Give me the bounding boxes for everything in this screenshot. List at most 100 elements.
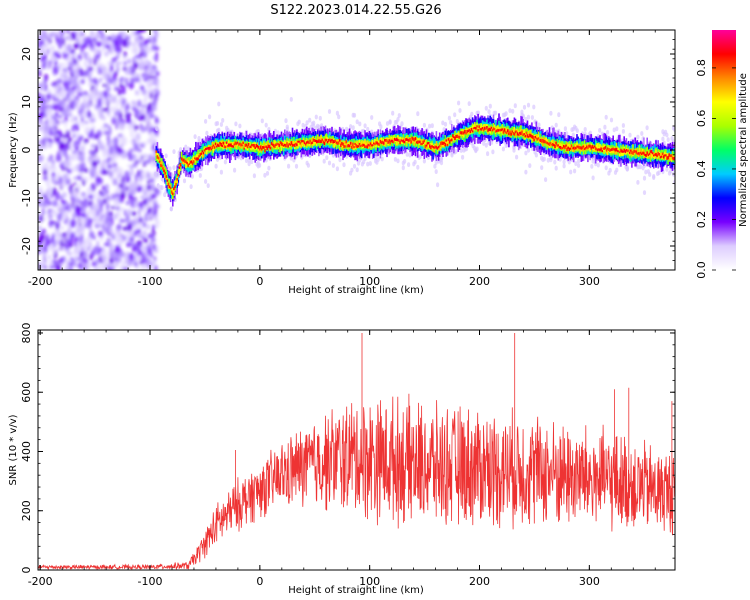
spectrogram-noise-blob xyxy=(121,105,124,109)
spectrogram-noise-blob xyxy=(69,142,73,149)
spectrogram-ridge-halo xyxy=(164,153,168,159)
spectrogram-noise-blob xyxy=(154,188,161,196)
spectrogram-ridge-halo xyxy=(562,163,566,169)
spectrogram-ridge-halo xyxy=(358,121,362,127)
spectrogram-noise-blob xyxy=(131,80,136,83)
spectrogram-noise-blob xyxy=(117,88,122,97)
spectrogram-noise-blob xyxy=(74,198,81,205)
spectrogram-noise-blob xyxy=(134,133,137,141)
spectrogram-noise-blob xyxy=(152,30,158,35)
spectrogram-ridge-halo xyxy=(665,132,669,138)
spectrogram-noise-blob xyxy=(104,216,111,224)
spectrogram-noise-blob xyxy=(56,213,63,221)
spectrogram-noise-blob xyxy=(137,109,140,115)
spectrogram-noise-blob xyxy=(38,67,41,72)
spectrogram-noise-blob xyxy=(38,82,43,91)
spectrogram-noise-blob xyxy=(123,56,126,60)
spectrogram-ridge-halo xyxy=(615,126,619,132)
spectrogram-noise-blob xyxy=(150,240,153,249)
spectrogram-ridge-halo xyxy=(537,122,541,128)
spectrogram-ridge-halo xyxy=(524,150,528,156)
spectrogram-noise-blob xyxy=(114,94,117,102)
spectrogram-noise-blob xyxy=(109,260,114,264)
spectrogram-ridge-halo xyxy=(534,152,539,158)
spectrogram-noise-blob xyxy=(66,172,70,180)
spectrogram-noise-blob xyxy=(111,193,114,201)
spectrogram-ridge-halo xyxy=(301,122,305,128)
spectrogram-noise-blob xyxy=(94,258,100,266)
spectrogram-noise-blob xyxy=(64,61,67,70)
spectrogram-noise-blob xyxy=(47,157,51,163)
spectrogram-ridge-halo xyxy=(205,130,209,136)
spectrogram-noise-blob xyxy=(152,137,156,144)
spectrogram-ridge-halo xyxy=(337,114,341,120)
spectrogram-noise-blob xyxy=(48,143,52,148)
spectrogram-ridge-halo xyxy=(615,167,619,173)
spectrogram-noise-blob xyxy=(133,157,137,162)
spectrogram-ridge-halo xyxy=(458,108,462,113)
spectrogram-noise-blob xyxy=(117,167,124,176)
spectrogram-noise-blob xyxy=(39,214,44,223)
spectrogram-ridge-halo xyxy=(179,147,183,152)
spectrogram-noise-blob xyxy=(45,210,48,216)
spectrogram-ridge-halo xyxy=(306,163,310,168)
spectrogram-noise-blob xyxy=(75,42,80,49)
spectrogram-noise-blob xyxy=(42,202,46,208)
spectrogram-ridge-halo xyxy=(388,119,392,124)
spectrogram-noise-blob xyxy=(111,231,115,236)
spectrogram-ridge-halo xyxy=(351,125,355,131)
spectrogram-ridge-halo xyxy=(363,123,367,129)
spectrogram-noise-blob xyxy=(56,222,59,232)
spectrogram-noise-blob xyxy=(95,182,100,187)
spectrogram-noise-blob xyxy=(43,243,47,252)
spectrogram-ridge-halo xyxy=(168,166,172,172)
spectrogram-noise-blob xyxy=(46,238,51,247)
spectrogram-ridge-halo xyxy=(215,121,220,126)
spectrogram-noise-blob xyxy=(95,104,101,109)
spectrogram-ridge-halo xyxy=(400,121,404,127)
spectrogram-noise-blob xyxy=(53,56,57,62)
spectrogram-ridge-halo xyxy=(263,172,267,178)
spectrogram-noise-blob xyxy=(96,61,102,67)
spectrogram-noise-blob xyxy=(66,169,72,174)
spectrogram-noise-blob xyxy=(80,247,85,252)
spectrogram-noise-blob xyxy=(57,170,60,177)
spectrogram-noise-blob xyxy=(115,122,118,130)
spectrogram-noise-blob xyxy=(50,193,53,199)
spectrogram-noise-blob xyxy=(143,40,149,46)
spectrogram-noise-blob xyxy=(151,44,156,51)
spectrogram-noise-blob xyxy=(98,177,103,185)
spectrogram-noise-blob xyxy=(136,132,141,141)
spectrogram-ridge-halo xyxy=(487,109,491,114)
spectrogram-ridge-halo xyxy=(197,136,201,141)
spectrogram-noise-blob xyxy=(134,173,138,182)
spectrogram-noise-blob xyxy=(102,198,107,204)
spectrogram-noise-blob xyxy=(131,46,138,55)
spectrogram-ridge-halo xyxy=(577,158,581,164)
spectrogram-noise-blob xyxy=(139,205,142,210)
spectrogram-noise-blob xyxy=(89,129,94,139)
spectrogram-noise-blob xyxy=(55,264,61,270)
spectrogram-ridge-halo xyxy=(491,149,495,155)
spectrogram-ridge-halo xyxy=(318,115,322,121)
spectrogram-noise-blob xyxy=(83,240,90,245)
spectrogram-noise-blob xyxy=(106,111,110,115)
spectrogram-noise-blob xyxy=(138,35,143,40)
spectrogram-noise-blob xyxy=(148,79,154,87)
spectrogram-noise-blob xyxy=(154,79,159,86)
spectrogram-noise-blob xyxy=(77,183,81,192)
spectrogram-noise-blob xyxy=(99,144,103,151)
spectrogram-ridge-halo xyxy=(284,118,288,124)
spectrogram-noise-blob xyxy=(85,111,88,115)
spectrogram-noise-blob xyxy=(107,138,110,147)
spectrogram-noise-blob xyxy=(107,267,111,270)
spectrogram-noise-blob xyxy=(104,148,110,157)
spectrogram-noise-blob xyxy=(84,127,91,134)
spectrogram-noise-blob xyxy=(52,247,56,255)
spectrogram-noise-blob xyxy=(46,94,50,100)
spectrogram-ridge-halo xyxy=(625,166,629,172)
spectrogram-ridge-halo xyxy=(335,166,339,172)
spectrogram-noise-blob xyxy=(48,260,54,266)
spectrogram-noise-blob xyxy=(142,172,147,181)
spectrogram-noise-blob xyxy=(102,185,106,191)
